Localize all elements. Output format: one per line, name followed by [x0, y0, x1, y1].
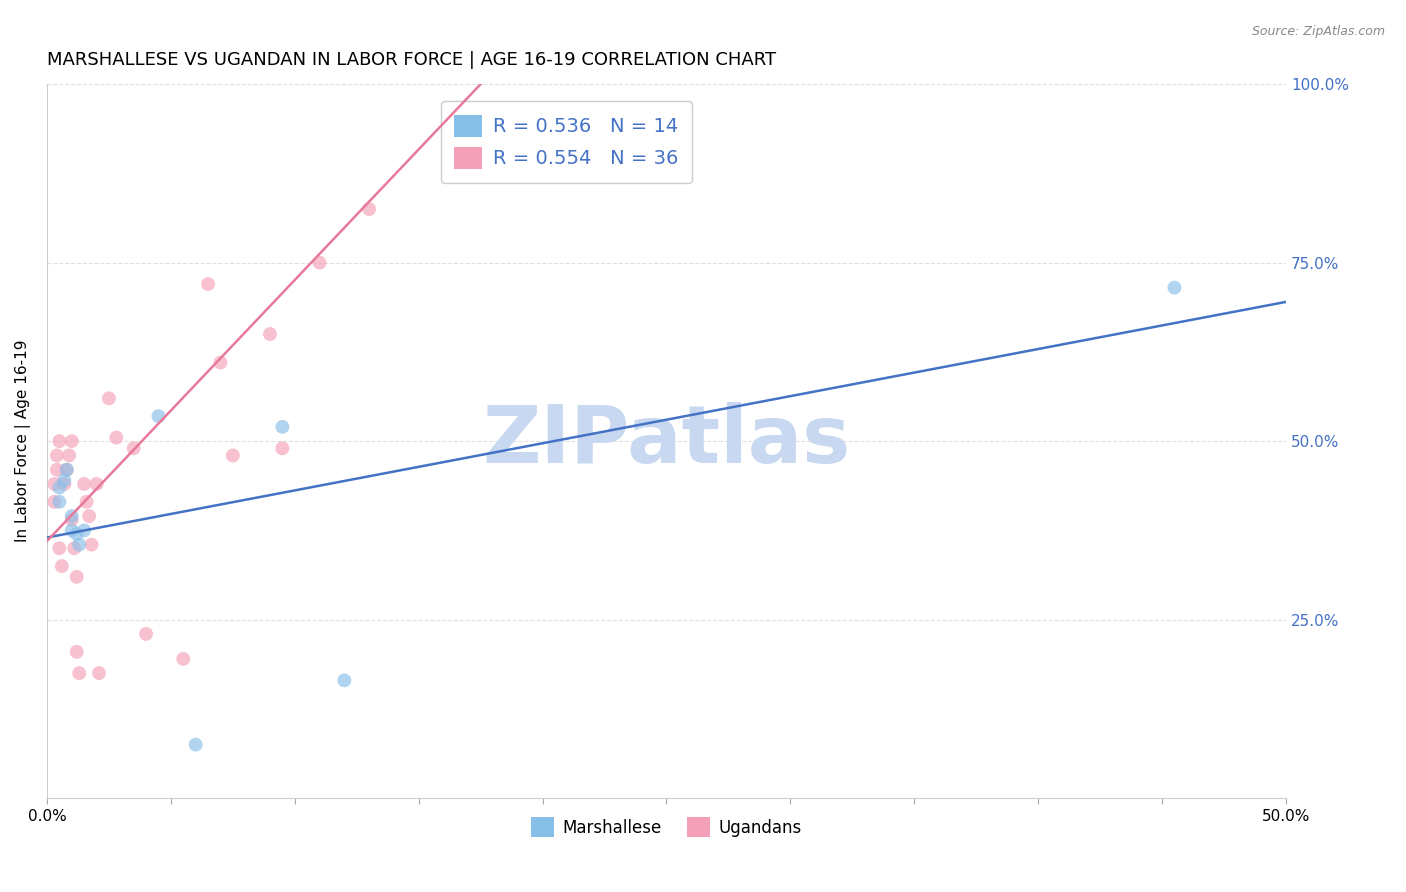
Point [66, 645, 89, 659]
Point [86, 477, 108, 491]
Point [44, 495, 66, 509]
Point [44, 477, 66, 491]
Point [58, 449, 80, 463]
Point [73, 524, 96, 538]
Point [73, 477, 96, 491]
Point [66, 570, 89, 584]
Text: ZIPatlas: ZIPatlas [482, 402, 851, 480]
Point [76, 495, 98, 509]
Point [271, 442, 294, 456]
Text: MARSHALLESE VS UGANDAN IN LABOR FORCE | AGE 16-19 CORRELATION CHART: MARSHALLESE VS UGANDAN IN LABOR FORCE | … [46, 51, 776, 69]
Point [53, 477, 76, 491]
Point [56, 463, 79, 477]
Point [53, 474, 76, 488]
Point [470, 166, 492, 180]
Point [63, 541, 86, 556]
Point [48, 481, 70, 495]
Text: Source: ZipAtlas.com: Source: ZipAtlas.com [1251, 25, 1385, 38]
Point [67, 666, 90, 681]
Point [122, 442, 145, 456]
Point [45, 449, 67, 463]
Point [148, 409, 170, 424]
Point [77, 509, 100, 524]
Point [1163, 280, 1185, 294]
Point [60, 434, 83, 449]
Point [67, 538, 90, 552]
Point [60, 509, 83, 524]
Point [45, 463, 67, 477]
Point [66, 527, 89, 541]
Point [184, 738, 207, 752]
Point [197, 277, 219, 291]
Point [56, 463, 79, 477]
Point [97, 392, 120, 406]
Point [135, 627, 157, 641]
Point [105, 431, 128, 445]
Point [60, 513, 83, 527]
Point [48, 495, 70, 509]
Point [333, 673, 356, 688]
Point [80, 538, 103, 552]
Point [172, 652, 194, 666]
Point [308, 255, 330, 269]
Point [271, 420, 294, 434]
Point [48, 541, 70, 556]
Point [48, 434, 70, 449]
Point [51, 559, 73, 574]
Point [87, 666, 110, 681]
Legend: Marshallese, Ugandans: Marshallese, Ugandans [524, 811, 808, 843]
Point [209, 355, 232, 369]
Point [359, 202, 381, 216]
Point [60, 524, 83, 538]
Point [506, 112, 529, 127]
Point [259, 326, 281, 341]
Point [222, 449, 245, 463]
Y-axis label: In Labor Force | Age 16-19: In Labor Force | Age 16-19 [15, 340, 31, 542]
